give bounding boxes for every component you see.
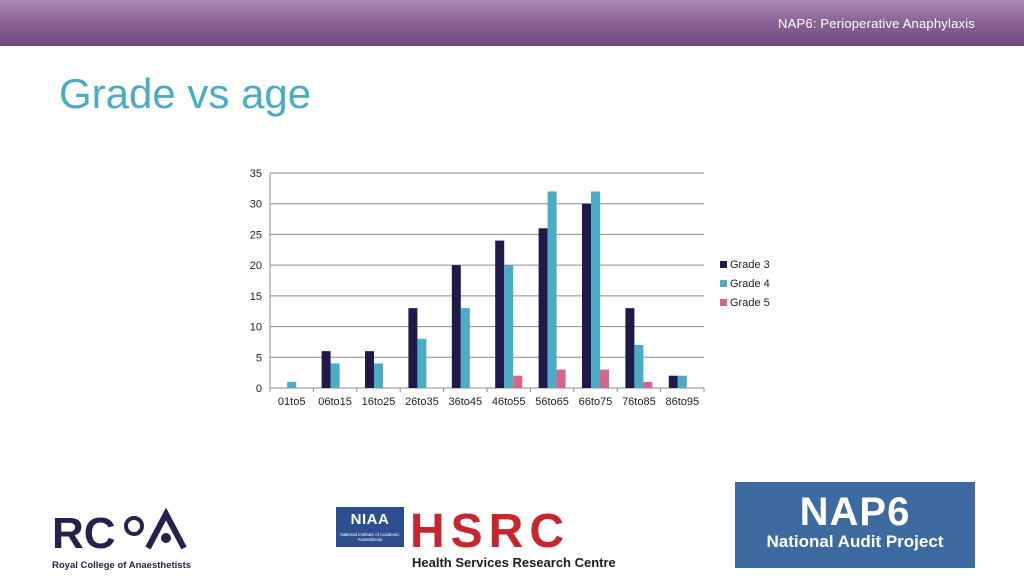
header-title: NAP6: Perioperative Anaphylaxis <box>778 16 975 31</box>
bar-grade-5 <box>600 369 609 388</box>
legend-label: Grade 3 <box>730 259 770 271</box>
bar-grade-4 <box>591 191 600 388</box>
bar-grade-4 <box>547 191 557 388</box>
x-tick-label: 86to95 <box>665 396 699 408</box>
y-tick-label: 0 <box>256 383 262 395</box>
legend-swatch <box>720 261 727 268</box>
y-tick-label: 30 <box>250 199 262 211</box>
x-tick-label: 76to85 <box>622 396 656 408</box>
hsrc-caption: Health Services Research Centre <box>412 555 616 570</box>
x-tick-label: 26to35 <box>405 396 439 408</box>
slide-title: Grade vs age <box>59 70 312 117</box>
bar-grade-4 <box>634 345 644 388</box>
bar-grade-3 <box>582 203 591 388</box>
x-tick-label: 56to65 <box>535 396 569 408</box>
bar-grade-5 <box>643 381 653 388</box>
y-tick-label: 20 <box>250 260 262 272</box>
x-tick-label: 46to55 <box>492 396 526 408</box>
bar-grade-4 <box>460 308 470 388</box>
nap6-subtitle: National Audit Project <box>766 532 944 551</box>
bar-grade-3 <box>451 265 461 388</box>
legend-swatch <box>720 280 727 287</box>
niaa-badge: NIAA National Institute of Academic Anae… <box>336 507 404 547</box>
niaa-subtitle: National Institute of Academic Anaesthes… <box>340 532 400 542</box>
svg-text:HSRC: HSRC <box>410 505 570 553</box>
bar-grade-5 <box>556 369 566 388</box>
y-tick-label: 5 <box>256 352 262 364</box>
x-tick-label: 06to15 <box>318 396 352 408</box>
legend-label: Grade 4 <box>730 278 770 290</box>
bar-grade-3 <box>538 228 548 388</box>
y-tick-label: 35 <box>250 168 262 180</box>
x-tick-label: 16to25 <box>362 396 396 408</box>
bar-chart: 0 5 10 15 20 25 30 35 01to5 06to15 16to25 26to35 36t… <box>250 168 770 408</box>
y-tick-label: 15 <box>250 291 262 303</box>
nap6-logo: NAP6 National Audit Project <box>735 482 975 568</box>
bar-grade-4 <box>504 265 514 388</box>
niaa-text: NIAA <box>350 511 390 528</box>
x-tick-label: 36to45 <box>448 396 482 408</box>
bar-grade-3 <box>668 375 678 388</box>
bar-grade-4 <box>417 338 427 388</box>
hsrc-logo: NIAA National Institute of Academic Anae… <box>336 505 616 573</box>
bar-grade-3 <box>408 308 418 388</box>
nap6-title: NAP6 <box>799 490 911 534</box>
bar-grade-4 <box>374 363 383 388</box>
bar-grade-4 <box>330 363 340 388</box>
y-tick-label: 10 <box>250 322 262 334</box>
bar-grade-4 <box>287 381 297 388</box>
y-tick-label: 25 <box>250 229 262 241</box>
legend-label: Grade 5 <box>730 297 770 309</box>
rcoa-mark-icon: RC <box>52 508 187 554</box>
bar-grade-3 <box>625 308 635 388</box>
bar-grade-5 <box>513 375 523 388</box>
x-tick-label: 01to5 <box>278 396 306 408</box>
bar-grade-3 <box>321 351 331 388</box>
hsrc-letters-icon: HSRC <box>410 505 570 553</box>
bar-grade-3 <box>365 351 374 388</box>
header-bar: NAP6: Perioperative Anaphylaxis <box>0 0 1024 46</box>
legend-swatch <box>720 299 727 306</box>
bar-grade-4 <box>677 375 687 388</box>
x-tick-label: 66to75 <box>579 396 613 408</box>
bar-grade-3 <box>495 240 505 388</box>
rcoa-logo: RC Royal College of Anaesthetists <box>52 508 202 572</box>
rcoa-caption: Royal College of Anaesthetists <box>52 560 192 571</box>
svg-text:RC: RC <box>52 509 116 554</box>
